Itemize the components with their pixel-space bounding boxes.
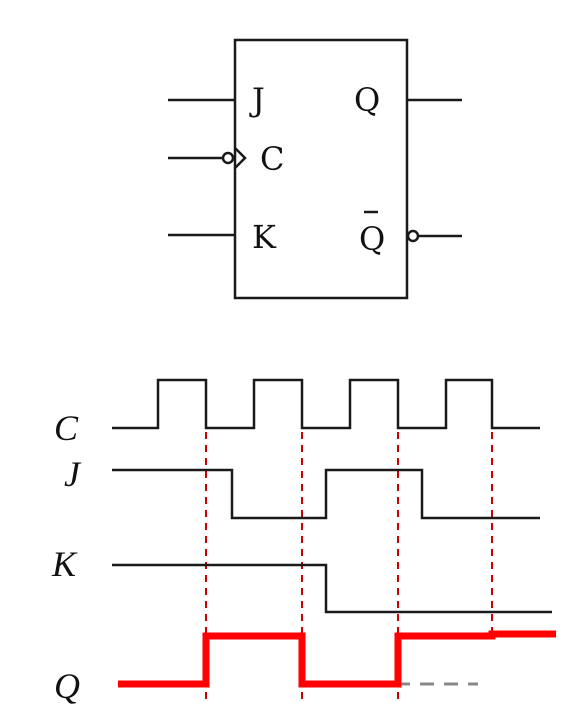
timing-diagram: C J K Q: [51, 378, 556, 706]
clock-edge-triangle: [234, 147, 247, 169]
qbar-inversion-bubble: [406, 229, 420, 243]
j-waveform: [112, 468, 540, 520]
signal-label-k: K: [51, 544, 78, 584]
pin-label-j: J: [249, 81, 265, 119]
c-waveform: [112, 378, 540, 430]
signal-label-c: C: [54, 408, 79, 448]
q-waveform: [118, 630, 556, 688]
pin-label-qbar: Q: [359, 220, 385, 258]
pin-label-c: C: [260, 140, 284, 178]
flipflop-symbol: J C K Q Q: [168, 38, 462, 300]
clock-inversion-bubble: [221, 151, 235, 165]
pin-label-k: K: [252, 218, 277, 256]
flipflop-body: [233, 38, 409, 300]
signal-label-q: Q: [54, 666, 80, 706]
k-waveform: [112, 563, 552, 614]
pin-label-q: Q: [354, 81, 380, 119]
signal-label-j: J: [64, 454, 82, 494]
